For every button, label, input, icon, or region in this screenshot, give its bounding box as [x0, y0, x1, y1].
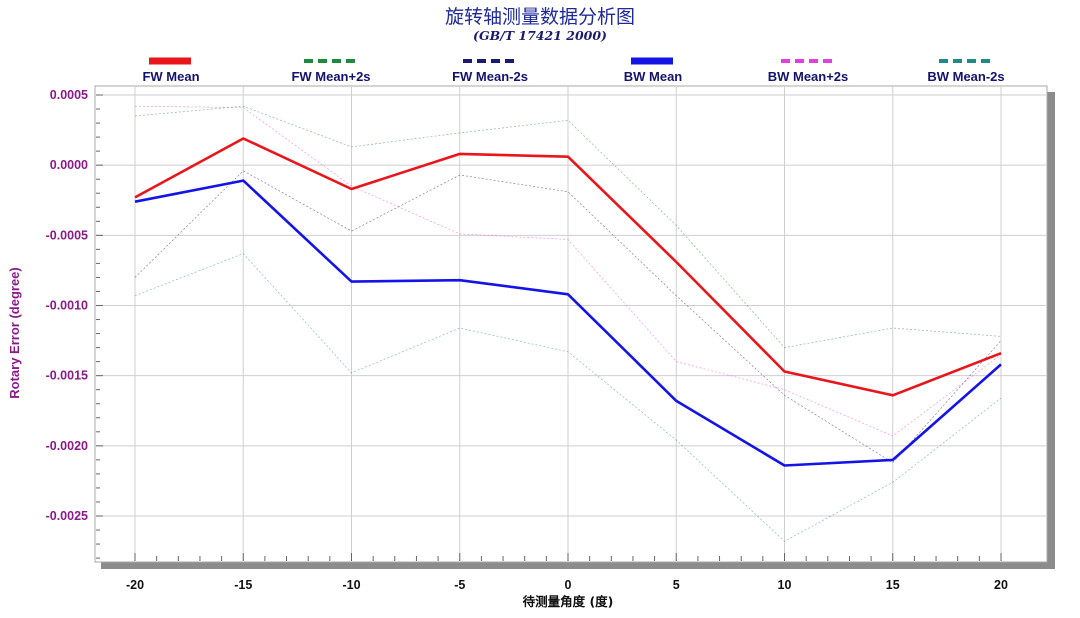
grid	[96, 87, 1046, 561]
legend-label-fw-mean-2s: FW Mean-2s	[452, 69, 528, 84]
y-tick-label: -0.0010	[46, 299, 88, 313]
y-tick-label: -0.0025	[46, 509, 88, 523]
y-tick-label: -0.0005	[46, 228, 88, 242]
legend-label-bw-mean-2s: BW Mean-2s	[927, 69, 1004, 84]
y-tick-label: -0.0015	[46, 369, 88, 383]
x-tick-label: 10	[778, 578, 792, 592]
x-tick-label: 5	[673, 578, 680, 592]
x-tick-label: -5	[454, 578, 465, 592]
x-tick-label: -15	[234, 578, 252, 592]
legend-label-fw-mean-plus-2s: FW Mean+2s	[291, 69, 370, 84]
plot-area	[94, 85, 1048, 563]
legend-label-bw-mean: BW Mean	[624, 69, 683, 84]
y-tick-label: 0.0005	[50, 88, 88, 102]
chart-subtitle: (GB/T 17421 2000)	[473, 28, 607, 43]
legend-label-fw-mean: FW Mean	[142, 69, 199, 84]
x-tick-label: -10	[342, 578, 360, 592]
series-line-bw-mean-plus-2s	[134, 105, 1002, 437]
legend: FW Mean FW Mean+2s FW Mean-2s BW Mean BW Mea…	[142, 57, 1005, 84]
series-line-fw-mean-plus-2s	[134, 105, 1002, 348]
x-tick-label: 0	[565, 578, 572, 592]
series-line-fw-mean-2s	[134, 170, 1002, 464]
y-axis-label: Rotary Error (degree)	[7, 267, 22, 398]
x-tick-label: 20	[994, 578, 1008, 592]
y-axis-ticks: 0.0005 0.0000 -0.0005 -0.0010 -0.0015 -0.0020…	[46, 88, 88, 523]
series-line-bw-mean	[134, 179, 1002, 467]
series-group	[134, 105, 1002, 542]
x-tick-label: 15	[886, 578, 900, 592]
series-line-fw-mean	[134, 137, 1002, 397]
minor-ticks	[96, 94, 1002, 561]
x-axis-ticks: -20 -15 -10 -5 0 5 10 15 20	[126, 578, 1008, 592]
y-tick-label: 0.0000	[50, 158, 88, 172]
legend-label-bw-mean-plus-2s: BW Mean+2s	[768, 69, 849, 84]
x-axis-label: 待测量角度 (度)	[523, 594, 614, 609]
chart-title: 旋转轴测量数据分析图	[445, 6, 635, 28]
series-line-bw-mean-2s	[134, 253, 1002, 542]
x-tick-label: -20	[126, 578, 144, 592]
y-tick-label: -0.0020	[46, 439, 88, 453]
